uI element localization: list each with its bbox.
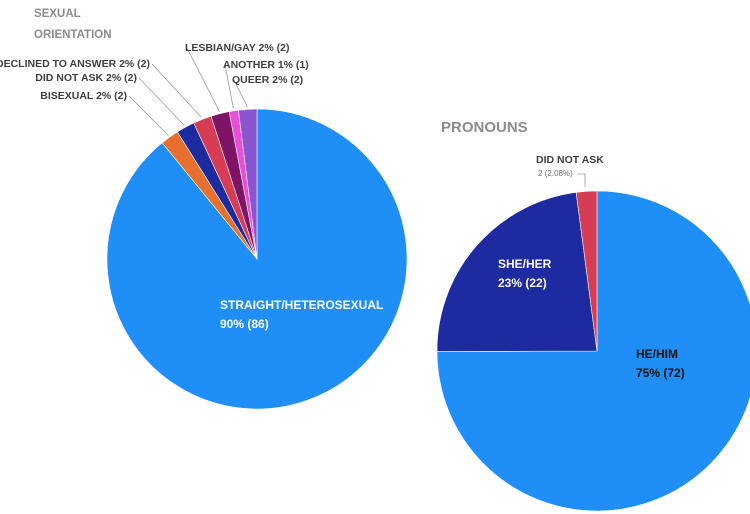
- slice-straight-heterosexual: [106, 108, 408, 410]
- leader-declined-to-answer: [151, 63, 202, 118]
- leader-bisexual: [128, 95, 169, 136]
- chart-annotations: SEXUAL ORIENTATION STRAIGHT/HETEROSEXUAL 90…: [0, 8, 685, 380]
- label-pronoun-did-not-ask: DID NOT ASK: [536, 154, 604, 166]
- orientation-title-line-2: ORIENTATION: [34, 29, 112, 41]
- label-queer: QUEER 2% (2): [232, 74, 303, 86]
- slice-pronoun-did-not-ask: [575, 190, 598, 352]
- label-he-him-value: 75% (72): [636, 366, 685, 380]
- label-another: ANOTHER 1% (1): [223, 59, 309, 71]
- orientation-title-line-1: SEXUAL: [34, 8, 81, 20]
- leader-did-not-ask: [138, 77, 185, 126]
- label-he-him-name: HE/HIM: [636, 347, 678, 361]
- leader-lesbian-gay: [186, 47, 220, 112]
- sexual-orientation-pie: [106, 108, 408, 410]
- leader-queer: [233, 79, 248, 108]
- label-declined-to-answer: DECLINED TO ANSWER 2% (2): [0, 58, 150, 70]
- label-bisexual: BISEXUAL 2% (2): [40, 90, 127, 102]
- slice-queer: [238, 108, 258, 260]
- pronouns-pie: [436, 190, 750, 512]
- label-lesbian-gay: LESBIAN/GAY 2% (2): [185, 42, 289, 54]
- slice-pronoun-he-him: [436, 190, 750, 512]
- label-did-not-ask: DID NOT ASK 2% (2): [35, 72, 137, 84]
- label-straight-value: 90% (86): [220, 317, 269, 331]
- pronouns-title: PRONOUNS: [441, 119, 528, 136]
- label-she-her-value: 23% (22): [498, 276, 547, 290]
- label-pronoun-did-not-ask-value: 2 (2.08%): [538, 169, 573, 178]
- leader-another: [224, 64, 234, 109]
- label-she-her-name: SHE/HER: [498, 257, 552, 271]
- leader-pronoun-did-not-ask: [577, 173, 586, 187]
- slice-pronoun-she-her: [436, 192, 598, 352]
- label-straight-name: STRAIGHT/HETEROSEXUAL: [220, 298, 383, 312]
